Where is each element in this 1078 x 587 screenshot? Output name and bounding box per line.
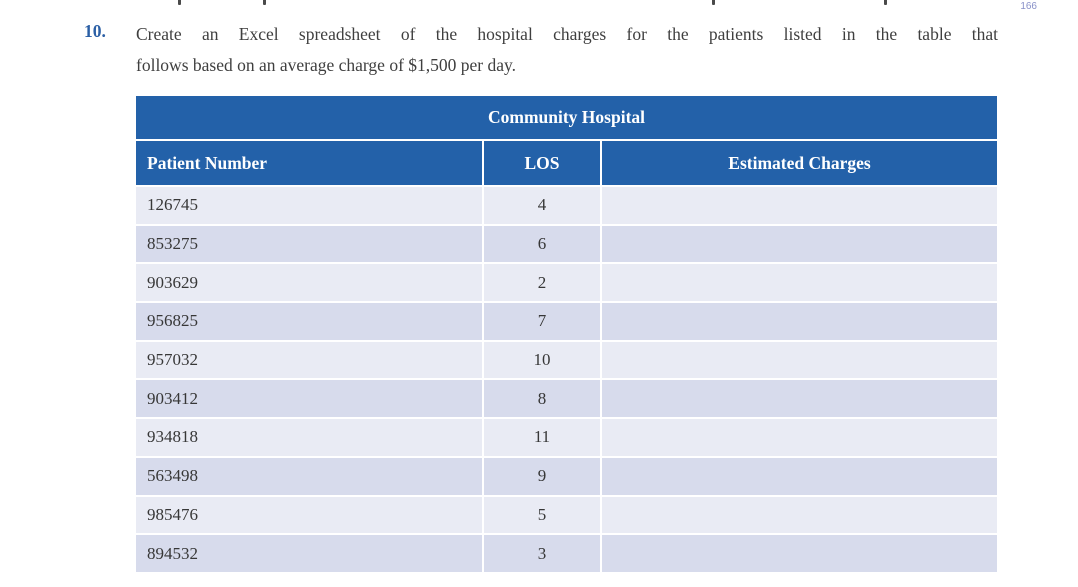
clipped-text-fragment [712,0,715,5]
clipped-text-fragment [178,0,181,5]
exercise-number: 10. [84,21,106,41]
cell-los: 6 [482,223,601,264]
table-row: 957032 10 [136,339,997,380]
table-row: 903412 8 [136,378,997,419]
cell-los: 7 [482,301,601,341]
cell-patient-number: 126745 [136,185,483,225]
cell-patient-number: 934818 [136,417,483,457]
cell-los: 8 [482,378,601,419]
table-row: 126745 4 [136,185,997,225]
column-header-estimated-charges: Estimated Charges [600,139,997,186]
table-title-row: Community Hospital [136,96,997,140]
exercise-instruction-line-2: follows based on an average charge of $1… [136,54,517,75]
table-row: 985476 5 [136,494,997,535]
table-row: 894532 3 [136,533,997,572]
table-row: 853275 6 [136,223,997,264]
cell-los: 2 [482,262,601,303]
table-row: 563498 9 [136,455,997,496]
cell-estimated-charges [600,339,997,380]
cell-patient-number: 853275 [136,223,483,264]
cell-patient-number: 956825 [136,301,483,341]
table-header-row: Patient Number LOS Estimated Charges [136,139,997,186]
cell-estimated-charges [600,455,997,496]
table-row: 934818 11 [136,417,997,457]
cell-patient-number: 903629 [136,262,483,303]
cell-patient-number: 957032 [136,339,483,380]
cell-los: 3 [482,533,601,572]
patient-table-body: 126745 4 853275 6 903629 2 956825 7 957032 10 9034… [136,185,997,572]
cell-estimated-charges [600,223,997,264]
cell-estimated-charges [600,533,997,572]
cell-patient-number: 903412 [136,378,483,419]
cell-los: 5 [482,494,601,535]
exercise-instruction-line-1: Create an Excel spreadsheet of the hospi… [136,24,998,44]
cell-estimated-charges [600,301,997,341]
table-title: Community Hospital [136,96,997,140]
cell-patient-number: 563498 [136,455,483,496]
table-row: 956825 7 [136,301,997,341]
column-header-patient-number: Patient Number [136,139,483,186]
cell-estimated-charges [600,262,997,303]
clipped-text-fragment [884,0,887,5]
cell-los: 4 [482,185,601,225]
table-row: 903629 2 [136,262,997,303]
page-number: 166 [1020,1,1037,12]
cell-estimated-charges [600,185,997,225]
cell-estimated-charges [600,417,997,457]
cell-patient-number: 894532 [136,533,483,572]
cell-los: 11 [482,417,601,457]
exercise-instruction: Create an Excel spreadsheet of the hospi… [136,19,998,80]
cell-estimated-charges [600,378,997,419]
hospital-charges-table-wrap: Community Hospital Patient Number LOS Es… [136,96,997,572]
cell-patient-number: 985476 [136,494,483,535]
hospital-charges-table: Community Hospital Patient Number LOS Es… [136,96,997,572]
cell-los: 9 [482,455,601,496]
clipped-text-fragment [263,0,266,5]
cell-los: 10 [482,339,601,380]
cell-estimated-charges [600,494,997,535]
column-header-los: LOS [482,139,601,186]
